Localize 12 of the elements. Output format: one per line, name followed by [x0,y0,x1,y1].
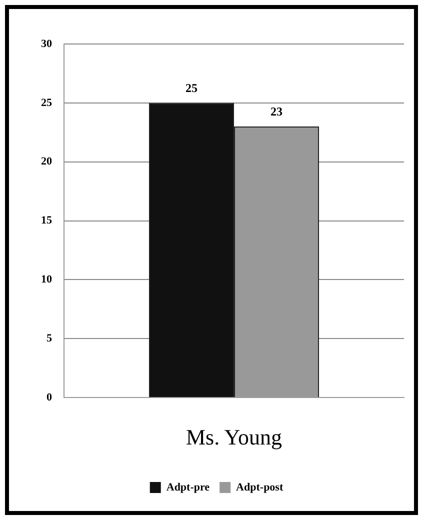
y-tick-label: 5 [46,332,52,345]
y-tick-label: 10 [41,274,52,286]
y-tick-label: 15 [41,214,52,227]
y-tick-label: 0 [46,391,52,404]
legend-label: Adpt-post [236,481,284,494]
data-label: 25 [186,81,198,96]
legend-label: Adpt-pre [166,481,210,494]
y-tick-label: 20 [41,156,52,168]
y-tick-label: 25 [41,96,52,109]
x-tick-label: Ms. Young [186,424,282,450]
data-label: 23 [270,104,282,119]
y-tick-label: 30 [41,38,52,50]
